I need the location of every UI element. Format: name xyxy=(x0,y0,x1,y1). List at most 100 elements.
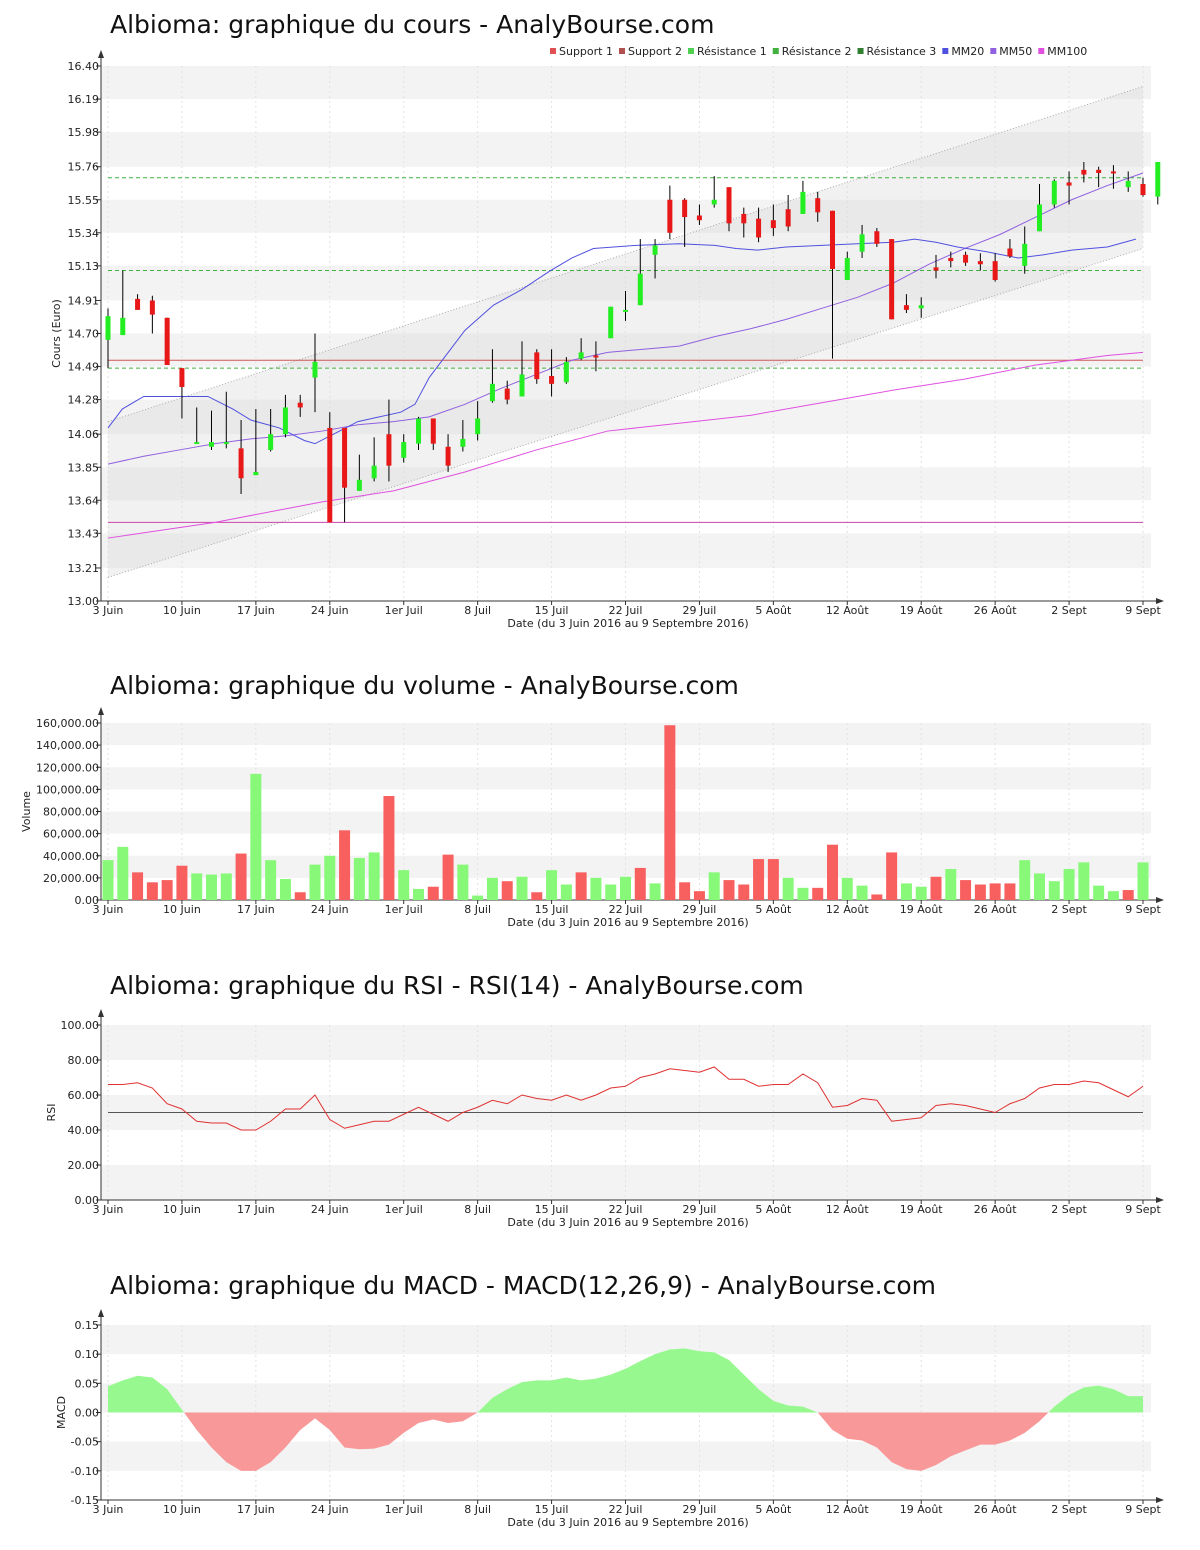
x-tick-label: 3 Juin xyxy=(93,1503,124,1516)
volume-bar xyxy=(368,852,380,900)
candle-body xyxy=(800,191,806,214)
candle-body xyxy=(238,448,244,479)
x-tick-label: 24 Juin xyxy=(311,1203,349,1216)
legend-swatch xyxy=(857,48,864,54)
candle-body xyxy=(830,210,835,269)
y-tick-label: -0.10 xyxy=(71,1465,99,1478)
y-tick-label: 80,000.00 xyxy=(43,806,99,819)
x-tick-label: 15 Juil xyxy=(535,604,569,617)
candle-body xyxy=(534,352,540,380)
volume-bar xyxy=(708,872,720,900)
candle-body xyxy=(386,434,392,466)
volume-bar xyxy=(324,855,336,900)
volume-bar xyxy=(1122,890,1134,900)
volume-bar xyxy=(723,880,735,900)
candle-body xyxy=(445,446,451,466)
volume-bar xyxy=(176,865,188,900)
y-tick-label: 0.05 xyxy=(75,1377,100,1390)
candle-body xyxy=(667,199,673,233)
volume-bar xyxy=(501,881,513,900)
volume-bar xyxy=(398,870,410,900)
rsi-line xyxy=(108,1066,1144,1131)
y-tick-label: 60.00 xyxy=(68,1089,100,1102)
volume-bar xyxy=(427,886,439,900)
x-tick-label: 22 Juil xyxy=(609,604,643,617)
volume-bar xyxy=(649,883,661,900)
macd-chart-title: Albioma: graphique du MACD - MACD(12,26,… xyxy=(110,1271,936,1300)
x-tick-label: 19 Août xyxy=(900,1203,944,1216)
volume-bar xyxy=(1048,881,1060,900)
x-tick-label: 29 Juil xyxy=(683,903,717,916)
volume-bar xyxy=(294,892,306,900)
candle-body xyxy=(1066,182,1072,186)
x-axis-label: Date (du 3 Juin 2016 au 9 Septembre 2016… xyxy=(507,1516,748,1529)
y-tick-label: 13.21 xyxy=(68,562,100,575)
y-tick-label: 40.00 xyxy=(68,1124,100,1137)
x-tick-label: 29 Juil xyxy=(683,604,717,617)
candle-body xyxy=(268,434,274,450)
y-tick-label: 0.10 xyxy=(75,1348,100,1361)
legend-swatch xyxy=(687,48,694,54)
y-tick-label: 0.00 xyxy=(75,894,100,907)
volume-bar xyxy=(915,886,927,900)
y-tick-label: 140,000.00 xyxy=(36,739,99,752)
x-tick-label: 19 Août xyxy=(900,604,944,617)
candle-body xyxy=(608,306,614,339)
x-tick-label: 24 Juin xyxy=(311,604,349,617)
x-tick-label: 10 Juin xyxy=(163,604,201,617)
candle-body xyxy=(726,187,732,224)
x-tick-label: 3 Juin xyxy=(93,903,124,916)
candle-body xyxy=(120,317,126,336)
y-tick-label: 40,000.00 xyxy=(43,850,99,863)
x-tick-label: 2 Sept xyxy=(1051,903,1087,916)
y-tick-label: 0.00 xyxy=(75,1407,100,1420)
candle-body xyxy=(682,199,688,218)
legend-swatch xyxy=(550,48,556,54)
legend-label: Support 1 xyxy=(559,45,613,58)
x-tick-label: 10 Juin xyxy=(163,1203,201,1216)
legend-label: Résistance 1 xyxy=(697,45,767,58)
volume-bar xyxy=(146,882,158,900)
x-tick-label: 15 Juil xyxy=(535,1203,569,1216)
candle-body xyxy=(549,375,555,384)
x-tick-label: 15 Juil xyxy=(535,1503,569,1516)
candle-body xyxy=(371,465,377,479)
x-tick-label: 5 Août xyxy=(755,604,792,617)
y-tick-label: -0.05 xyxy=(71,1436,99,1449)
x-tick-label: 1er Juil xyxy=(385,1503,423,1516)
candle-body xyxy=(1022,243,1028,266)
y-axis-label: Cours (Euro) xyxy=(50,299,63,368)
volume-bar xyxy=(546,870,558,900)
candle-body xyxy=(489,383,495,402)
volume-bar xyxy=(841,877,853,900)
y-tick-label: 13.00 xyxy=(68,595,100,608)
volume-bar xyxy=(575,872,587,900)
candle-body xyxy=(430,418,436,444)
x-tick-label: 2 Sept xyxy=(1051,1503,1087,1516)
candle-body xyxy=(785,209,791,227)
legend-label: Support 2 xyxy=(628,45,682,58)
volume-bar xyxy=(856,885,868,900)
candle-body xyxy=(1125,180,1131,188)
x-tick-label: 15 Juil xyxy=(535,903,569,916)
legend-swatch xyxy=(1038,48,1045,54)
candle-body xyxy=(889,239,895,320)
candle-body xyxy=(1155,161,1161,197)
candle-body xyxy=(815,198,821,213)
y-axis-label: Volume xyxy=(20,791,33,832)
volume-bar xyxy=(516,876,528,900)
candle-body xyxy=(504,388,510,400)
volume-bar xyxy=(753,859,765,900)
volume-bar xyxy=(442,854,454,900)
mm20-line xyxy=(107,238,1136,445)
volume-bar xyxy=(827,844,838,900)
legend-label: Résistance 3 xyxy=(867,45,937,58)
y-axis-label: MACD xyxy=(55,1396,68,1429)
x-axis-arrow xyxy=(1156,1197,1164,1203)
y-tick-label: 15.13 xyxy=(68,260,100,273)
candle-body xyxy=(460,438,466,447)
y-tick-label: 80.00 xyxy=(68,1054,100,1067)
candle-body xyxy=(1037,204,1042,232)
x-tick-label: 10 Juin xyxy=(163,1503,201,1516)
volume-bar xyxy=(339,830,351,900)
